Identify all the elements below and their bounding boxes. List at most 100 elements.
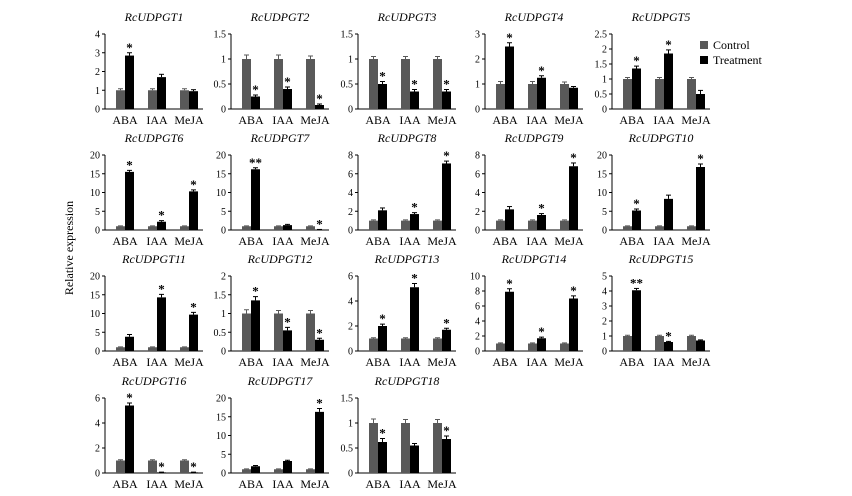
y-tick-label: 1.5: [595, 60, 608, 71]
bar-control: [496, 84, 505, 109]
significance-mark: *: [665, 37, 672, 52]
significance-mark: *: [252, 82, 259, 97]
y-tick-label: 8: [475, 151, 480, 162]
panel-title: RcUDPGT5: [631, 10, 691, 24]
category-label: MeJA: [174, 355, 204, 369]
panel-1: RcUDPGT1 0 1 2 3 4 * ABA IAA MeJA: [95, 10, 204, 127]
category-label: IAA: [653, 113, 675, 127]
bar-treatment: [537, 215, 546, 230]
y-tick-label: 0: [475, 105, 480, 116]
panel-title: RcUDPGT2: [250, 10, 310, 24]
y-tick-label: 4: [475, 317, 480, 328]
y-tick-label: 5: [221, 450, 226, 461]
bar-control: [401, 220, 410, 230]
y-tick-label: 2: [475, 207, 480, 218]
category-label: IAA: [399, 355, 421, 369]
category-label: IAA: [526, 113, 548, 127]
bar-control: [655, 226, 664, 230]
significance-mark: *: [190, 459, 197, 474]
category-label: ABA: [238, 234, 264, 248]
category-label: ABA: [619, 355, 645, 369]
panel-title: RcUDPGT6: [124, 131, 184, 145]
y-tick-label: 1.5: [341, 394, 354, 405]
significance-mark: *: [190, 299, 197, 314]
significance-mark: *: [443, 148, 450, 163]
bar-control: [433, 423, 442, 473]
significance-mark: **: [249, 155, 262, 170]
panel-title: RcUDPGT15: [628, 252, 694, 266]
bar-control: [528, 343, 537, 351]
bar-treatment: [505, 46, 514, 109]
bar-control: [306, 59, 315, 109]
panel-12: RcUDPGT12 0 0.5 1 1.5 2 * ABA * IAA * MeJA: [214, 252, 330, 369]
bar-control: [433, 338, 442, 351]
bar-control: [180, 226, 189, 230]
bar-control: [369, 220, 378, 230]
bar-treatment: [442, 439, 451, 473]
bar-control: [560, 220, 569, 230]
bar-treatment: [125, 55, 134, 109]
y-tick-label: 5: [95, 207, 100, 218]
bar-treatment: [125, 336, 134, 351]
panel-7: RcUDPGT7 0 5 10 15 20 ** ABA IAA * MeJA: [216, 131, 330, 248]
y-tick-label: 2: [475, 332, 480, 343]
bar-treatment: [664, 342, 673, 351]
panel-8: RcUDPGT8 0 2 4 6 8 ABA * IAA * MeJA: [348, 131, 457, 248]
y-tick-label: 0: [602, 347, 607, 358]
bar-control: [655, 79, 664, 109]
category-label: IAA: [272, 477, 294, 491]
significance-mark: *: [158, 281, 165, 296]
bar-control: [148, 460, 157, 473]
significance-mark: *: [506, 276, 513, 291]
significance-mark: *: [379, 426, 386, 441]
bar-control: [687, 336, 696, 351]
bar-treatment: [569, 298, 578, 351]
bar-treatment: [410, 214, 419, 230]
legend-swatch-treatment: [700, 56, 708, 64]
y-tick-label: 20: [90, 151, 100, 162]
bar-control: [274, 226, 283, 230]
bar-control: [148, 90, 157, 109]
category-label: MeJA: [300, 477, 330, 491]
category-label: IAA: [653, 234, 675, 248]
category-label: IAA: [272, 113, 294, 127]
bar-treatment: [189, 91, 198, 109]
category-label: MeJA: [554, 355, 584, 369]
panel-9: RcUDPGT9 0 2 4 6 8 ABA * IAA * MeJA: [475, 131, 584, 248]
panel-title: RcUDPGT12: [247, 252, 313, 266]
y-tick-label: 5: [221, 207, 226, 218]
significance-mark: *: [284, 74, 291, 89]
y-tick-label: 8: [475, 287, 480, 298]
panel-11: RcUDPGT11 0 5 10 15 20 ABA * IAA * MeJA: [90, 252, 204, 369]
y-tick-label: 0: [348, 347, 353, 358]
bar-control: [242, 226, 251, 230]
y-tick-label: 4: [348, 188, 353, 199]
bar-control: [116, 460, 125, 473]
significance-mark: *: [411, 271, 418, 286]
y-tick-label: 2: [348, 207, 353, 218]
category-label: MeJA: [427, 113, 457, 127]
bar-control: [242, 59, 251, 109]
y-tick-label: 0.5: [341, 444, 354, 455]
y-tick-label: 0: [95, 347, 100, 358]
category-label: IAA: [399, 477, 421, 491]
y-tick-label: 4: [602, 287, 607, 298]
panel-6: RcUDPGT6 0 5 10 15 20 * ABA * IAA * MeJA: [90, 131, 204, 248]
category-label: ABA: [365, 355, 391, 369]
panel-18: RcUDPGT18 0 0.5 1 1.5 * ABA IAA * MeJA: [341, 374, 457, 491]
y-tick-label: 10: [90, 188, 100, 199]
panel-title: RcUDPGT4: [504, 10, 564, 24]
y-tick-label: 0: [602, 105, 607, 116]
significance-mark: *: [538, 324, 545, 339]
bar-control: [401, 59, 410, 109]
bar-control: [623, 336, 632, 351]
category-label: MeJA: [554, 234, 584, 248]
y-tick-label: 10: [470, 272, 480, 283]
category-label: IAA: [399, 234, 421, 248]
bar-treatment: [632, 210, 641, 230]
y-tick-label: 8: [348, 151, 353, 162]
bar-treatment: [251, 466, 260, 473]
y-tick-label: 1.5: [214, 30, 227, 41]
significance-mark: *: [126, 40, 133, 55]
panel-title: RcUDPGT14: [501, 252, 567, 266]
